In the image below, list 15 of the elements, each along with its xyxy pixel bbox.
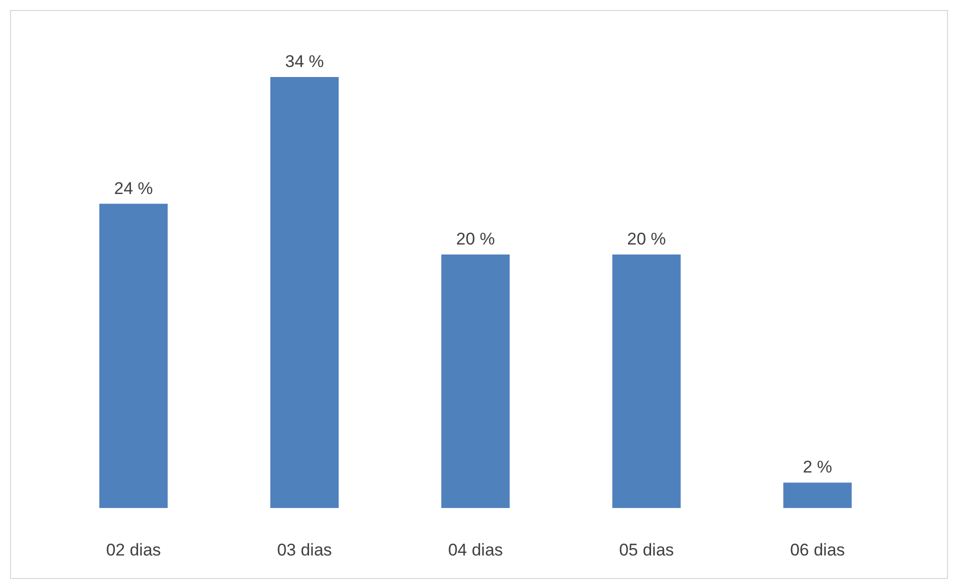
bar — [441, 254, 510, 508]
x-tick-label: 04 dias — [448, 540, 503, 560]
data-label: 20 % — [627, 229, 666, 248]
x-tick-label: 06 dias — [790, 540, 845, 560]
x-tick-label: 03 dias — [277, 540, 332, 560]
x-tick-label: 02 dias — [106, 540, 161, 560]
bar — [270, 77, 339, 508]
data-label: 2 % — [802, 458, 832, 477]
bar — [99, 204, 168, 508]
bar — [783, 482, 852, 508]
x-tick-label: 05 dias — [619, 540, 674, 560]
data-label: 34 % — [285, 52, 324, 71]
bar — [612, 254, 681, 508]
data-label: 24 % — [114, 178, 153, 198]
data-label: 20 % — [456, 229, 495, 248]
